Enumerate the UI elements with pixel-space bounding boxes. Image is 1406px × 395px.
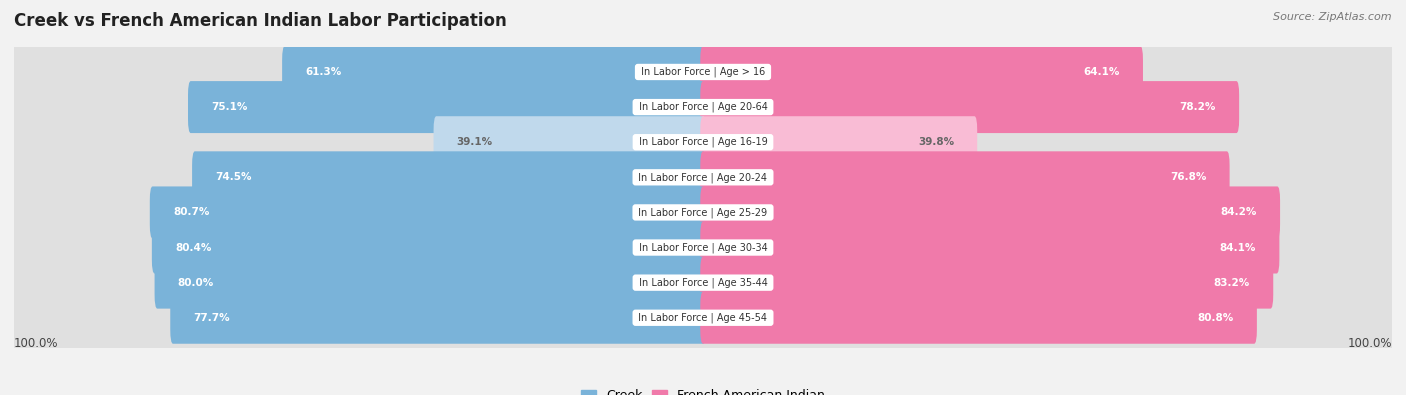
Text: 77.7%: 77.7% [194,313,231,323]
FancyBboxPatch shape [11,40,1395,105]
FancyBboxPatch shape [700,46,1143,98]
Text: 84.1%: 84.1% [1220,243,1256,252]
FancyBboxPatch shape [700,292,1257,344]
Text: In Labor Force | Age 30-34: In Labor Force | Age 30-34 [636,242,770,253]
FancyBboxPatch shape [700,186,1279,239]
FancyBboxPatch shape [700,257,1274,308]
FancyBboxPatch shape [283,46,706,98]
FancyBboxPatch shape [700,222,1279,273]
FancyBboxPatch shape [170,292,706,344]
Text: In Labor Force | Age 20-64: In Labor Force | Age 20-64 [636,102,770,112]
Text: 84.2%: 84.2% [1220,207,1257,217]
FancyBboxPatch shape [11,180,1395,245]
FancyBboxPatch shape [11,74,1395,140]
FancyBboxPatch shape [188,81,706,133]
Text: 74.5%: 74.5% [215,172,252,182]
Text: 83.2%: 83.2% [1213,278,1250,288]
Text: 80.0%: 80.0% [177,278,214,288]
Text: 76.8%: 76.8% [1170,172,1206,182]
FancyBboxPatch shape [152,222,706,273]
Legend: Creek, French American Indian: Creek, French American Indian [576,384,830,395]
Text: 100.0%: 100.0% [14,337,59,350]
FancyBboxPatch shape [700,116,977,168]
FancyBboxPatch shape [155,257,706,308]
FancyBboxPatch shape [700,81,1239,133]
Text: 80.8%: 80.8% [1198,313,1233,323]
Text: In Labor Force | Age 16-19: In Labor Force | Age 16-19 [636,137,770,147]
FancyBboxPatch shape [193,151,706,203]
Text: 61.3%: 61.3% [305,67,342,77]
FancyBboxPatch shape [150,186,706,239]
Text: In Labor Force | Age 45-54: In Labor Force | Age 45-54 [636,312,770,323]
Text: In Labor Force | Age > 16: In Labor Force | Age > 16 [638,67,768,77]
Text: 80.4%: 80.4% [174,243,211,252]
Text: 78.2%: 78.2% [1180,102,1216,112]
Text: In Labor Force | Age 35-44: In Labor Force | Age 35-44 [636,277,770,288]
Text: 64.1%: 64.1% [1084,67,1119,77]
FancyBboxPatch shape [11,145,1395,210]
Text: 39.8%: 39.8% [918,137,955,147]
Text: 75.1%: 75.1% [211,102,247,112]
Text: Source: ZipAtlas.com: Source: ZipAtlas.com [1274,12,1392,22]
FancyBboxPatch shape [11,285,1395,350]
FancyBboxPatch shape [433,116,706,168]
Text: 80.7%: 80.7% [173,207,209,217]
Text: Creek vs French American Indian Labor Participation: Creek vs French American Indian Labor Pa… [14,12,506,30]
Text: In Labor Force | Age 20-24: In Labor Force | Age 20-24 [636,172,770,182]
Text: 39.1%: 39.1% [457,137,494,147]
FancyBboxPatch shape [11,109,1395,175]
FancyBboxPatch shape [11,215,1395,280]
FancyBboxPatch shape [11,250,1395,315]
Text: 100.0%: 100.0% [1347,337,1392,350]
Text: In Labor Force | Age 25-29: In Labor Force | Age 25-29 [636,207,770,218]
FancyBboxPatch shape [700,151,1230,203]
